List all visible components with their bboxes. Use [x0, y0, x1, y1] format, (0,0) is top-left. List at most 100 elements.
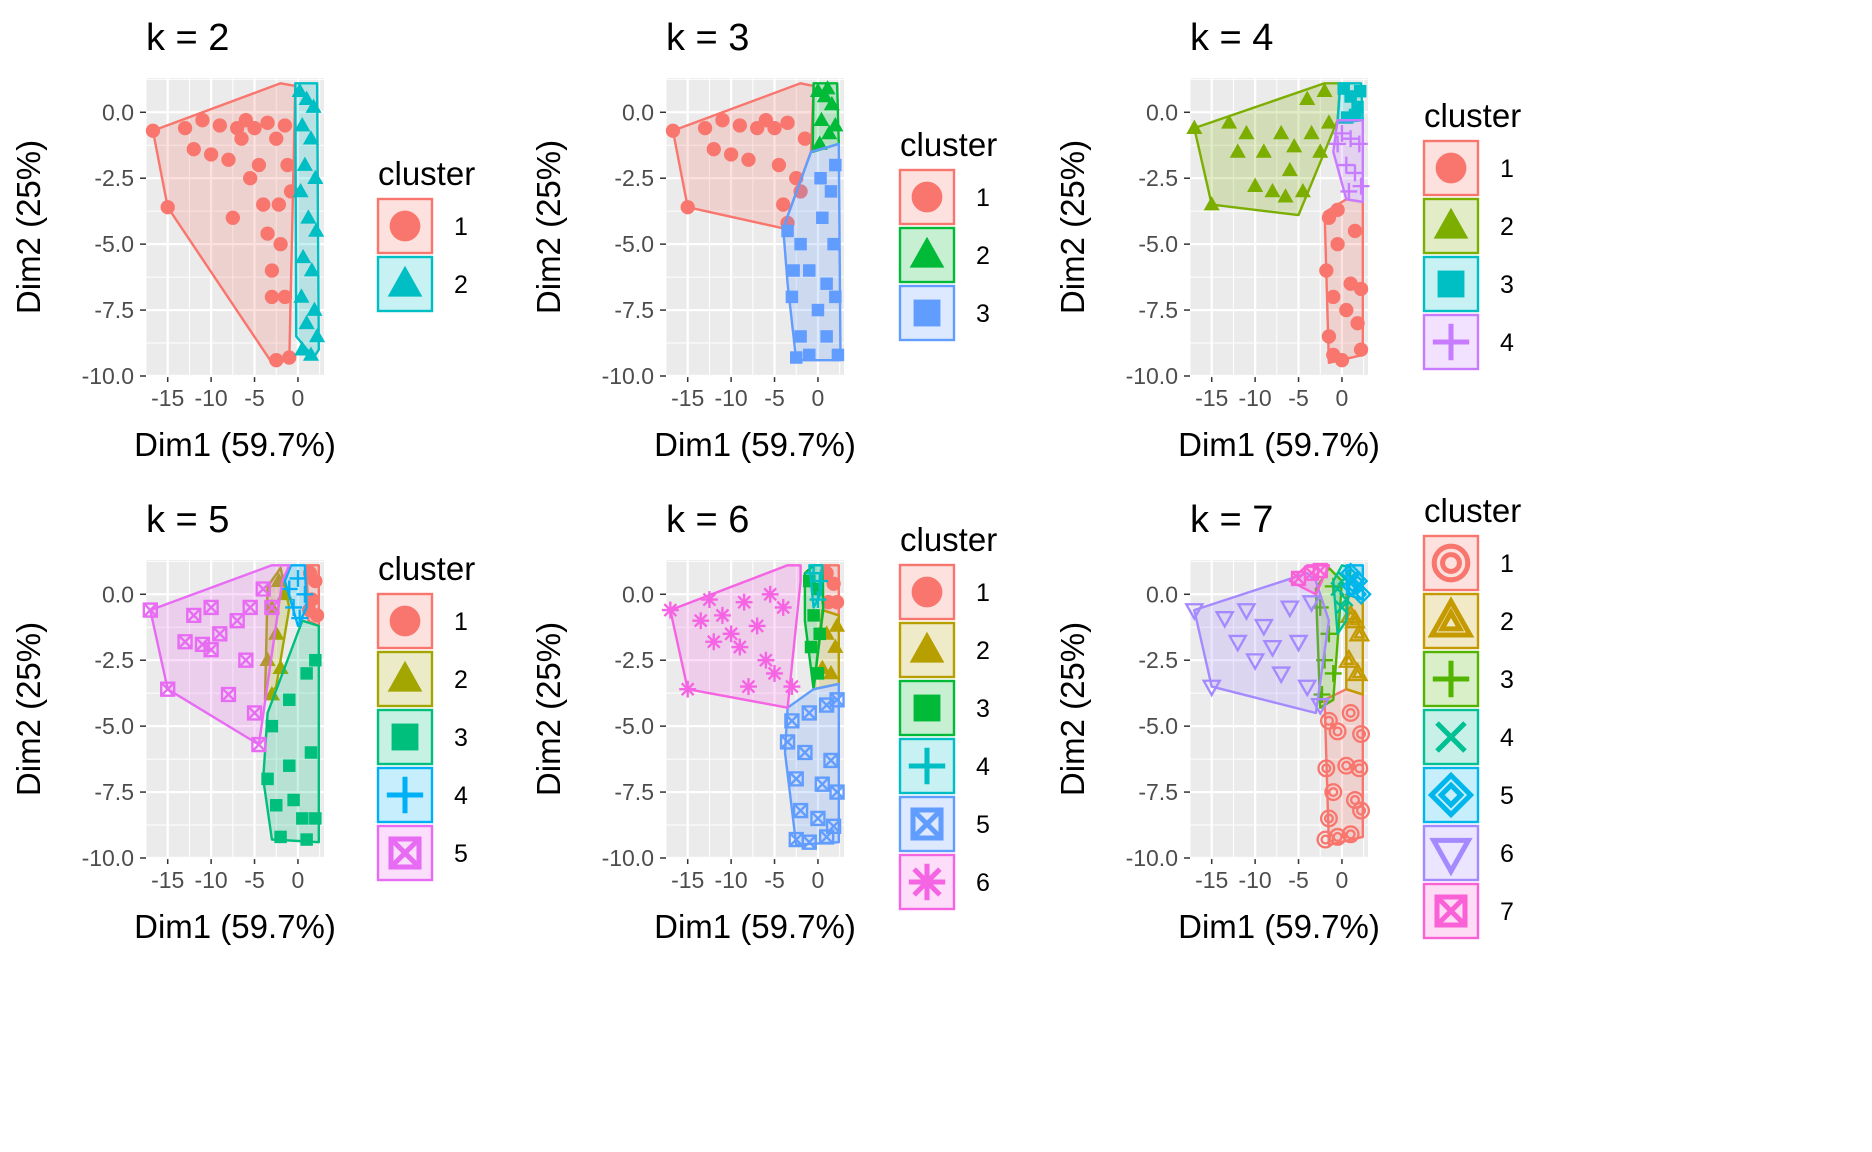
x-axis-label: Dim1 (59.7%): [1178, 426, 1380, 463]
legend-symbol-3: [1432, 660, 1470, 698]
cluster-point-3: [814, 171, 827, 185]
legend-symbol-4: [1435, 721, 1467, 753]
cluster-point-1: [723, 147, 739, 162]
cluster-point-6: [766, 664, 783, 682]
y-tick-label: 0.0: [1146, 581, 1178, 607]
cluster-point-2: [1286, 138, 1303, 153]
y-tick-label: -7.5: [1138, 779, 1178, 805]
cluster-point-2: [268, 625, 285, 640]
x-tick-label: -5: [764, 385, 784, 411]
cluster-point-4: [291, 609, 309, 627]
cluster-point-2: [293, 288, 310, 303]
legend-label-3: 3: [1500, 666, 1514, 694]
legend-label-2: 2: [454, 271, 468, 299]
cluster-point-1: [177, 120, 193, 136]
cluster-point-3: [283, 693, 296, 707]
cluster-point-2: [1221, 114, 1238, 129]
cluster-point-1: [1347, 223, 1363, 239]
cluster-point-3: [300, 833, 313, 846]
cluster-point-6: [1227, 634, 1248, 653]
cluster-point-1: [1339, 302, 1354, 318]
cluster-point-2: [308, 327, 326, 343]
cluster-hull-4: [1332, 118, 1365, 204]
cluster-point-2: [1247, 177, 1264, 192]
cluster-point-6: [1279, 600, 1300, 619]
legend-label-2: 2: [1500, 213, 1514, 241]
cluster-point-2: [1238, 124, 1255, 140]
cluster-point-3: [1353, 84, 1367, 98]
legend-title: cluster: [1424, 492, 1521, 529]
y-tick-label: -10.0: [82, 363, 134, 389]
cluster-point-5: [829, 692, 845, 708]
cluster-point-4: [1350, 135, 1368, 153]
legend-label-5: 5: [1500, 782, 1514, 810]
x-tick-label: 0: [292, 385, 305, 411]
x-tick-label: 0: [1336, 385, 1349, 411]
cluster-point-1: [826, 576, 841, 591]
cluster-point-4: [809, 591, 827, 609]
cluster-point-2: [1303, 124, 1320, 140]
cluster-point-3: [813, 627, 826, 641]
cluster-point-3: [781, 224, 794, 238]
x-axis-label: Dim1 (59.7%): [654, 426, 856, 463]
y-tick-label: -2.5: [1138, 165, 1178, 191]
cluster-point-2: [827, 117, 844, 132]
cluster-point-5: [160, 681, 176, 697]
cluster-point-5: [1341, 575, 1364, 598]
legend-label-4: 4: [976, 753, 990, 781]
cluster-point-1: [280, 157, 295, 173]
cluster-point-4: [1352, 177, 1370, 195]
cluster-point-1: [697, 120, 713, 136]
cluster-point-3: [287, 793, 300, 807]
y-tick-label: -10.0: [1126, 845, 1178, 871]
x-tick-label: -5: [1288, 867, 1308, 893]
x-tick-label: -10: [194, 385, 227, 411]
cluster-point-1: [260, 115, 275, 130]
cluster-point-3: [811, 667, 825, 680]
chart-panel-k3: k = 3 -15 -10 -5 0 0.0 -2.5 -5.0 -7.5 -10.0 Dim1 (…: [530, 17, 997, 463]
cluster-point-2: [1344, 609, 1366, 629]
cluster-point-1: [264, 263, 280, 278]
data-layer: [661, 564, 846, 850]
cluster-point-5: [264, 599, 280, 616]
cluster-point-6: [1184, 603, 1205, 621]
cluster-point-5: [203, 599, 219, 616]
legend-title: cluster: [900, 126, 997, 163]
cluster-point-1: [780, 115, 795, 130]
y-tick-label: -2.5: [614, 647, 654, 673]
cluster-point-3: [296, 812, 309, 825]
cluster-point-2: [1346, 661, 1369, 682]
cluster-point-3: [820, 330, 833, 343]
x-axis-label: Dim1 (59.7%): [134, 908, 336, 945]
data-layer: [1186, 82, 1370, 368]
legend-symbol-2: [909, 236, 945, 268]
cluster-point-1: [1319, 809, 1338, 828]
cluster-point-6: [1236, 603, 1257, 621]
cluster-point-2: [1255, 143, 1272, 158]
x-tick-label: -5: [1288, 385, 1308, 411]
cluster-point-2: [828, 617, 846, 632]
cluster-point-1: [1353, 342, 1369, 357]
cluster-point-4: [1334, 600, 1350, 615]
y-tick-label: -5.0: [614, 713, 654, 739]
cluster-point-3: [816, 211, 829, 225]
legend-title: cluster: [378, 155, 475, 192]
cluster-point-2: [1338, 648, 1360, 668]
cluster-point-2: [1312, 143, 1329, 158]
chart-panel-k2: k = 2 -15 -10 -5 0 0.0 -2.5 -5.0 -7.5 -10.0 Dim1 (…: [10, 17, 475, 463]
cluster-point-1: [750, 120, 765, 136]
cluster-point-6: [661, 601, 679, 619]
legend-label-4: 4: [454, 782, 468, 810]
y-axis-label: Dim2 (25%): [10, 140, 47, 314]
legend: cluster 1 2 3 4 5 6: [898, 521, 997, 911]
cluster-point-3: [261, 772, 274, 786]
legend-label-1: 1: [454, 213, 468, 241]
cluster-point-1: [251, 157, 267, 173]
x-tick-label: -5: [244, 385, 264, 411]
legend: cluster 1 2 3: [898, 126, 997, 342]
cluster-point-2: [827, 638, 844, 653]
cluster-point-5: [814, 776, 830, 792]
cluster-point-7: [1312, 562, 1328, 579]
cluster-point-3: [829, 290, 842, 304]
cluster-point-5: [238, 652, 254, 668]
